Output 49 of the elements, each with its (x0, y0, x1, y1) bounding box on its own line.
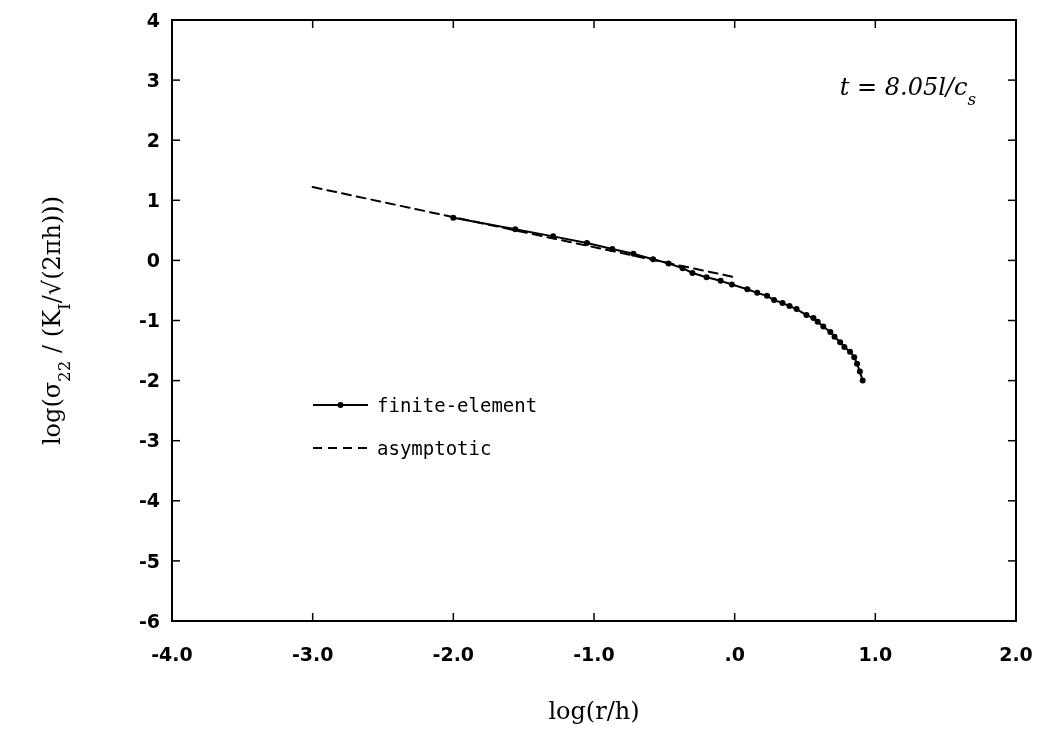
legend-label: asymptotic (377, 436, 492, 459)
x-tick-label: -3.0 (291, 643, 334, 665)
point (847, 348, 854, 355)
point (793, 306, 800, 313)
point (814, 318, 821, 325)
point (744, 286, 751, 293)
y-tick-label: 4 (146, 8, 160, 31)
point (803, 312, 810, 319)
x-tick-label: -1.0 (573, 643, 615, 665)
annotation: t = 8.05l/c$_{s}$ (839, 73, 977, 109)
point (779, 300, 786, 307)
point (810, 315, 817, 322)
point (703, 274, 710, 281)
point (851, 354, 858, 361)
point (717, 277, 724, 284)
point (728, 281, 735, 288)
y-tick-label: 1 (146, 188, 160, 211)
point (630, 250, 637, 257)
point (754, 289, 761, 296)
y-tick-label: -3 (138, 429, 160, 452)
point (831, 333, 838, 340)
y-tick-label: 0 (146, 249, 160, 272)
y-tick-label: 2 (146, 128, 160, 151)
point (837, 339, 844, 346)
point (854, 360, 861, 367)
point (764, 292, 771, 299)
x-tick-label: 1.0 (858, 643, 893, 665)
y-tick-label: 3 (146, 68, 160, 91)
point (512, 226, 519, 233)
x-tick-label: 2.0 (999, 643, 1033, 665)
x-tick-label: -2.0 (432, 643, 475, 665)
y-tick-label: -2 (138, 369, 160, 392)
point (859, 377, 866, 384)
point (820, 323, 827, 330)
y-tick-label: -5 (138, 549, 160, 572)
point (827, 328, 834, 335)
point (771, 297, 778, 304)
x-tick-label: -4.0 (151, 643, 193, 665)
x-axis-title: log(r/h) (548, 697, 640, 725)
legend-label: finite-element (377, 393, 538, 416)
point (689, 270, 696, 277)
point (856, 368, 863, 375)
y-tick-label: -1 (138, 309, 160, 332)
x-tick-label: .0 (724, 643, 745, 665)
point (583, 239, 590, 246)
point (786, 303, 793, 310)
y-tick-label: -6 (138, 609, 160, 632)
y-tick-label: -4 (138, 489, 160, 512)
point (841, 343, 848, 350)
